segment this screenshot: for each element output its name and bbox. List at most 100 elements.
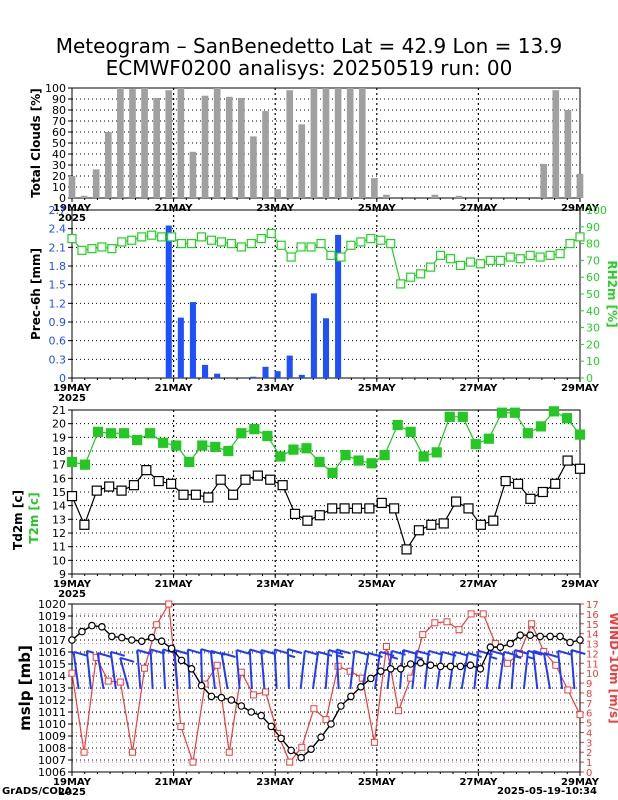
mslp-point (416, 658, 425, 667)
mslp-point (247, 708, 256, 716)
cloud-bar (177, 88, 185, 198)
t2m-point (210, 441, 221, 452)
t2m-point (327, 467, 338, 478)
rh-point (296, 242, 306, 252)
mslp-point (177, 656, 186, 665)
mslp-point (436, 662, 445, 671)
wind-barb-feather (110, 650, 126, 657)
rh-ytick-label: 70 (586, 254, 600, 267)
wind-point (68, 669, 76, 677)
t2m-point (301, 443, 312, 454)
precip-bar (214, 373, 221, 378)
rh-point (555, 249, 565, 259)
td2m-point (376, 497, 387, 509)
td2m-point (500, 475, 511, 487)
wind-point (431, 619, 439, 627)
wind-barb-staff (235, 649, 241, 690)
mslp-point (157, 637, 166, 646)
wind-ytick-label: 9 (586, 679, 592, 690)
cloud-bar (201, 95, 209, 198)
clouds-ytick-label: 10 (52, 181, 66, 194)
temp-ytick-label: 17 (52, 459, 66, 472)
wind-barb-feather (543, 652, 559, 658)
mslp-line (71, 624, 581, 759)
footer-timestamp: 2025-05-19-10:34 (497, 786, 597, 797)
rh-point (356, 237, 366, 247)
td2m-point (525, 493, 536, 504)
mslp-ytick-label: 1012 (38, 694, 66, 707)
wind-ytick-label: 8 (586, 689, 592, 700)
mslp-point (217, 693, 226, 702)
wind-point (552, 661, 560, 669)
rh-ytick-label: 20 (586, 338, 600, 351)
mslp-point (237, 702, 246, 710)
precip-bar (335, 234, 342, 378)
rh-point (137, 232, 147, 242)
clouds-ytick-label: 90 (52, 93, 66, 106)
wind-barb-feather (174, 649, 189, 655)
cloud-bar (238, 97, 245, 198)
clouds-ylabel: Total Clouds [%] (29, 88, 43, 198)
td2m-point (265, 474, 276, 485)
td2m-point (426, 519, 437, 530)
temp-xtick-label: 27MAY (459, 579, 498, 590)
precip-bar (165, 225, 172, 378)
mslp-xtick-label: 21MAY (155, 777, 194, 788)
wind-barb-staff (570, 649, 576, 690)
wind-ytick-label: 6 (586, 709, 592, 720)
clouds-ytick-label: 30 (52, 159, 66, 172)
precip-ytick-label: 2.4 (49, 223, 67, 236)
wind-point (80, 748, 88, 756)
cloud-bar (104, 132, 112, 198)
rh-point (216, 237, 227, 247)
wind-point (310, 705, 318, 713)
wind-point (479, 610, 487, 618)
temp-ytick-label: 13 (52, 513, 66, 526)
wind-point (419, 631, 427, 639)
rh-point (326, 250, 336, 260)
wind-ytick-label: 17 (586, 600, 599, 611)
wind-barb-half-feather (513, 655, 522, 659)
td2m-point (351, 503, 363, 514)
mslp-point (406, 660, 415, 668)
wind-barb-staff (497, 651, 506, 690)
mslp-point (337, 702, 345, 710)
mslp-point (486, 643, 495, 652)
mslp-point (207, 692, 216, 701)
clouds-ytick-label: 20 (52, 170, 66, 183)
wind-barb-staff (349, 650, 356, 690)
rh-point (455, 260, 466, 271)
precip-bar (202, 364, 209, 378)
wind-barb-staff (361, 652, 370, 690)
rh-point (535, 252, 545, 262)
wind-barb-feather (454, 650, 469, 657)
wind-barb-staff (119, 657, 130, 690)
cloud-bar (334, 88, 342, 198)
cloud-bar (310, 88, 318, 198)
mslp-point (108, 632, 116, 641)
clouds-ytick-label: 50 (52, 137, 66, 150)
t2m-point (509, 407, 520, 418)
t2m-point (353, 455, 364, 466)
precip-ytick-label: 0.9 (49, 316, 67, 329)
precip-bar (322, 318, 330, 378)
wind-barb-feather (221, 652, 236, 658)
rh-point (226, 239, 236, 249)
t2m-point (314, 456, 325, 468)
wind-barb-feather (428, 649, 444, 656)
cloud-bar (213, 88, 221, 198)
wind-ylabel: WIND-10m [m/s] (607, 612, 618, 723)
wind-point (128, 748, 136, 756)
wind-barb-feather (467, 652, 482, 658)
temp-ytick-label: 15 (52, 486, 66, 499)
wind-point (249, 691, 257, 699)
wind-barb-feather (200, 648, 216, 655)
mslp-ytick-label: 1015 (38, 658, 66, 671)
rh-point (256, 233, 266, 244)
t2m-point (145, 428, 156, 439)
wind-point (213, 661, 221, 669)
td2m-point (289, 508, 301, 519)
wind-barb-feather (236, 649, 251, 655)
wind-barb-staff (522, 650, 529, 690)
precip-bar (177, 317, 184, 378)
